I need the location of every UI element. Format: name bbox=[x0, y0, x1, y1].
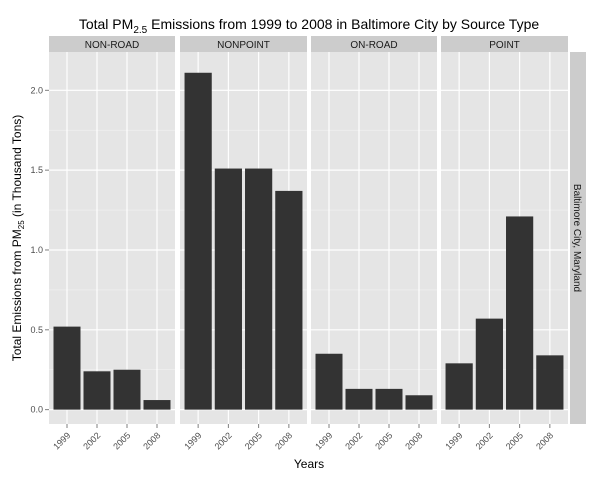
x-tick-label: 2005 bbox=[504, 430, 525, 451]
facet-point: POINT 1999 2002 2005 2008 bbox=[441, 36, 568, 452]
chart-title-suffix: Emissions from 1999 to 2008 in Baltimore… bbox=[147, 16, 539, 32]
y-axis: 0.0 0.5 1.0 1.5 2.0 bbox=[30, 85, 49, 415]
facet-strip-label: POINT bbox=[489, 40, 520, 51]
y-axis-title-subscript: 25 bbox=[17, 220, 26, 229]
row-strip-label: Baltimore City, Maryland bbox=[571, 184, 582, 292]
bar bbox=[245, 168, 273, 410]
x-tick-label: 2008 bbox=[273, 430, 294, 451]
x-tick-label: 2002 bbox=[343, 430, 364, 451]
chart-title-subscript: 2.5 bbox=[133, 25, 147, 36]
x-tick-label: 2002 bbox=[474, 430, 495, 451]
bar bbox=[405, 395, 433, 410]
x-tick-label: 2002 bbox=[81, 430, 102, 451]
y-tick-label: 0.0 bbox=[30, 405, 43, 415]
x-tick-label: 2005 bbox=[111, 430, 132, 451]
x-tick-label: 1999 bbox=[443, 430, 464, 451]
facet-strip bbox=[180, 36, 307, 52]
x-tick-label: 1999 bbox=[182, 430, 203, 451]
row-strip bbox=[570, 52, 586, 424]
facet-strip bbox=[311, 36, 437, 52]
bar bbox=[375, 388, 403, 410]
x-tick-label: 2008 bbox=[141, 430, 162, 451]
bar bbox=[475, 318, 503, 410]
facet-strip-label: NON-ROAD bbox=[85, 40, 139, 51]
facet-on-road: ON-ROAD 1999 2002 2005 2008 bbox=[311, 36, 437, 452]
x-tick-label: 2005 bbox=[373, 430, 394, 451]
facet-strip-label: NONPOINT bbox=[217, 40, 270, 51]
x-tick-label: 2008 bbox=[403, 430, 424, 451]
bar bbox=[184, 72, 212, 410]
bar bbox=[445, 363, 473, 410]
y-tick-label: 2.0 bbox=[30, 85, 43, 95]
bar bbox=[275, 190, 303, 410]
bar bbox=[53, 326, 81, 410]
y-tick-label: 0.5 bbox=[30, 325, 43, 335]
y-tick-label: 1.5 bbox=[30, 165, 43, 175]
facet-nonpoint: NONPOINT 1999 2002 2005 2008 bbox=[180, 36, 307, 452]
x-tick-label: 2005 bbox=[243, 430, 264, 451]
y-tick-label: 1.0 bbox=[30, 245, 43, 255]
x-axis-title: Years bbox=[294, 457, 324, 471]
bar bbox=[83, 371, 111, 410]
y-axis-title-suffix: (in Thousand Tons) bbox=[10, 115, 24, 221]
facet-strip-label: ON-ROAD bbox=[350, 40, 397, 51]
x-tick-label: 1999 bbox=[313, 430, 334, 451]
x-tick-label: 2002 bbox=[213, 430, 234, 451]
facet-panels: NON-ROAD 1999 2002 2005 2008 NONPOINT 1999 2002… bbox=[30, 36, 568, 452]
bar bbox=[315, 353, 343, 410]
facet-non-road: NON-ROAD 1999 2002 2005 2008 bbox=[49, 36, 175, 452]
facet-strip bbox=[49, 36, 175, 52]
bar bbox=[345, 388, 373, 410]
bar bbox=[143, 400, 171, 410]
x-tick-label: 1999 bbox=[51, 430, 72, 451]
bar bbox=[113, 369, 141, 410]
y-axis-title: Total Emissions from PM25 (in Thousand T… bbox=[10, 115, 26, 362]
facet-strip bbox=[441, 36, 568, 52]
y-axis-title-prefix: Total Emissions from PM bbox=[10, 229, 24, 361]
chart-title: Total PM2.5 Emissions from 1999 to 2008 … bbox=[79, 16, 540, 36]
chart-title-prefix: Total PM bbox=[79, 16, 133, 32]
x-tick-label: 2008 bbox=[534, 430, 555, 451]
bar bbox=[214, 168, 242, 410]
bar bbox=[506, 216, 534, 410]
bar bbox=[536, 355, 564, 410]
